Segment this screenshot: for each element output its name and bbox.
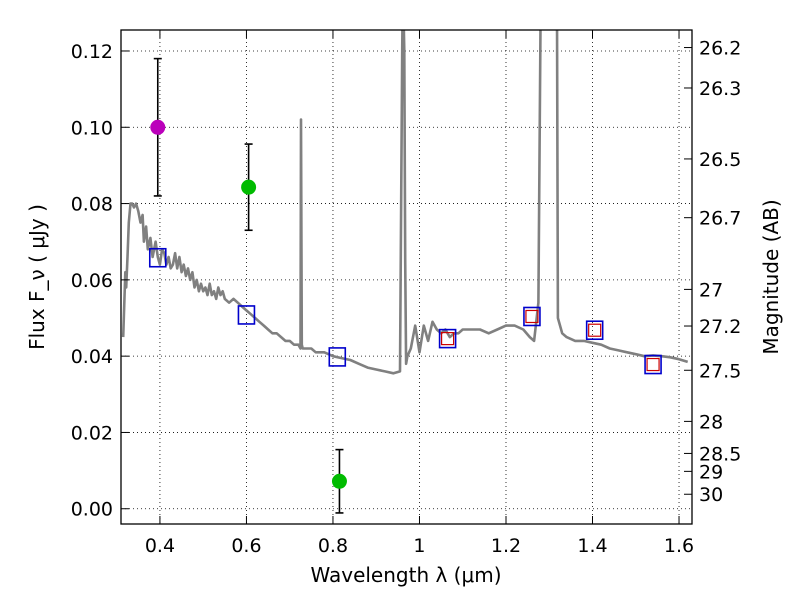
y-tick-label: 0.02 (71, 422, 113, 444)
model-flux-square (644, 354, 662, 375)
plot-frame (120, 29, 693, 525)
magnitude-tick-label: 27.5 (699, 360, 741, 382)
y-tick-label: 0.00 (71, 499, 113, 521)
y-axis-title-left: Flux F_ν ( μJy ) (25, 204, 49, 350)
magnitude-tick-label: 26.2 (699, 38, 741, 60)
model-flux-square (585, 320, 604, 341)
magnitude-tick-label: 26.5 (699, 149, 741, 171)
model-flux-square (523, 306, 541, 327)
magnitude-tick-label: 29 (699, 461, 723, 483)
model-flux-square (438, 328, 457, 349)
y-tick-label: 0.10 (71, 117, 113, 139)
x-tick-label: 1.6 (664, 535, 694, 557)
model-flux-inner-square (646, 357, 660, 372)
x-tick-label: 1.2 (491, 535, 521, 557)
magnitude-tick-label: 27 (699, 279, 723, 301)
y-tick-label: 0.12 (71, 41, 113, 63)
y-tick-label: 0.04 (71, 346, 113, 368)
model-flux-inner-square (588, 323, 602, 337)
x-tick-label: 1 (413, 535, 425, 557)
magnitude-tick-label: 28 (699, 411, 723, 433)
x-tick-label: 0.8 (318, 535, 348, 557)
model-flux-square (237, 305, 256, 325)
plot-area (121, 30, 689, 514)
y-tick-label: 0.08 (71, 194, 113, 216)
sed-model-line (121, 30, 689, 375)
observed-flux-point (331, 473, 347, 489)
magnitude-tick-label: 26.3 (699, 78, 741, 100)
x-tick-label: 1.4 (577, 535, 607, 557)
magnitude-tick-label: 27.2 (699, 316, 741, 338)
y-tick-label: 0.06 (71, 270, 113, 292)
model-flux-inner-square (525, 309, 539, 324)
x-axis-title: Wavelength λ (μm) (310, 563, 501, 587)
model-flux-inner-square (440, 332, 455, 346)
axis-ticks: 0.4 0.6 0.8 1 1.2 1.4 1.6 0.00 0.02 0.04 0.06 0.08 0… (71, 30, 741, 557)
data-series (121, 30, 689, 514)
model-flux-square (148, 247, 167, 268)
magnitude-tick-label: 28.5 (699, 443, 741, 465)
model-flux-square (328, 347, 347, 367)
x-tick-label: 0.6 (231, 535, 261, 557)
magnitude-tick-label: 26.7 (699, 208, 741, 230)
observed-flux-point (150, 119, 166, 135)
x-tick-label: 0.4 (145, 535, 175, 557)
observed-flux-point (241, 179, 257, 195)
y-axis-title-right: Magnitude (AB) (759, 199, 783, 354)
magnitude-tick-label: 30 (699, 484, 723, 506)
